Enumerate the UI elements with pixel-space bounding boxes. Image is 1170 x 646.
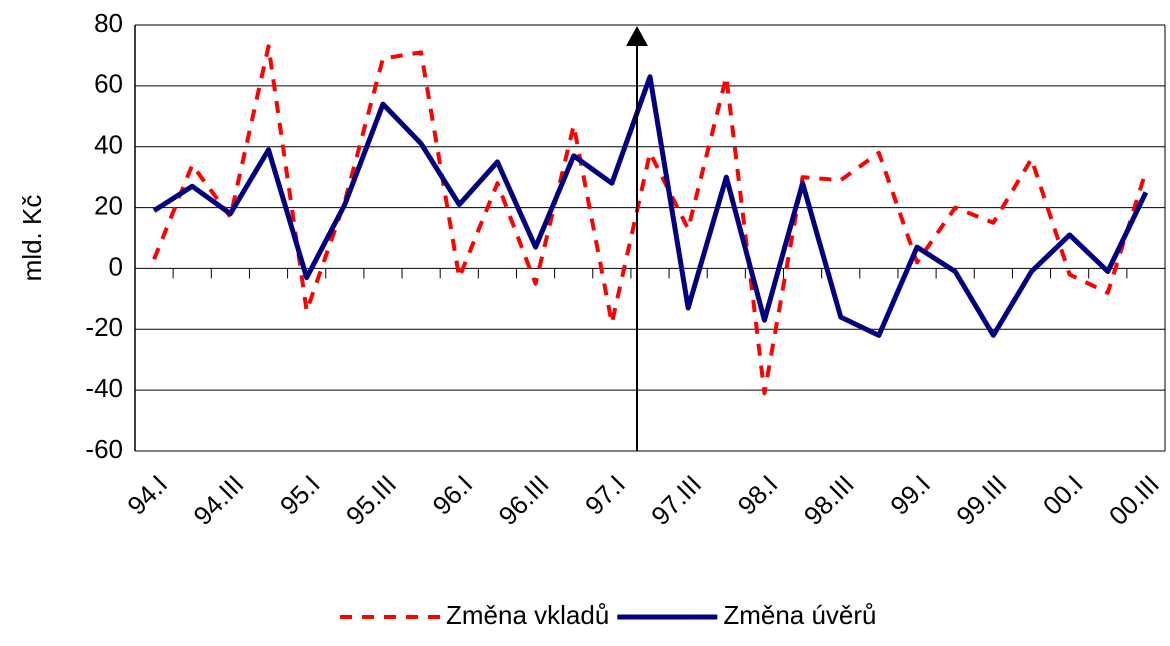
x-tick-label: 98.I — [732, 469, 784, 521]
x-tick-label: 00.I — [1037, 469, 1089, 521]
x-tick-label: 97.I — [579, 469, 631, 521]
x-tick-label: 96.I — [426, 469, 478, 521]
y-tick-label: -20 — [85, 312, 123, 342]
data-line — [152, 44, 1148, 396]
x-tick-label: 00.III — [1103, 469, 1165, 531]
y-tick-label: -40 — [85, 373, 123, 403]
legend-label: Změna úvěrů — [723, 600, 876, 630]
x-tick-label: 95.I — [274, 469, 326, 521]
y-tick-label: 60 — [94, 69, 123, 99]
x-tick-label: 96.III — [493, 469, 555, 531]
x-tick-label: 98.III — [798, 469, 860, 531]
y-tick-label: 20 — [94, 190, 123, 220]
data-line — [152, 74, 1149, 338]
x-tick-label: 99.I — [884, 469, 936, 521]
y-tick-label: -60 — [85, 434, 123, 464]
y-tick-label: 0 — [109, 251, 123, 281]
y-tick-label: 80 — [94, 8, 123, 38]
x-tick-label: 99.III — [950, 469, 1012, 531]
x-tick-label: 94.I — [121, 469, 173, 521]
y-tick-label: 40 — [94, 130, 123, 160]
y-axis-label: mld. Kč — [17, 195, 47, 282]
x-tick-label: 97.III — [645, 469, 707, 531]
legend-label: Změna vkladů — [446, 600, 609, 630]
x-tick-label: 95.III — [340, 469, 402, 531]
marker-arrowhead — [626, 26, 648, 46]
x-tick-label: 94.III — [187, 469, 249, 531]
